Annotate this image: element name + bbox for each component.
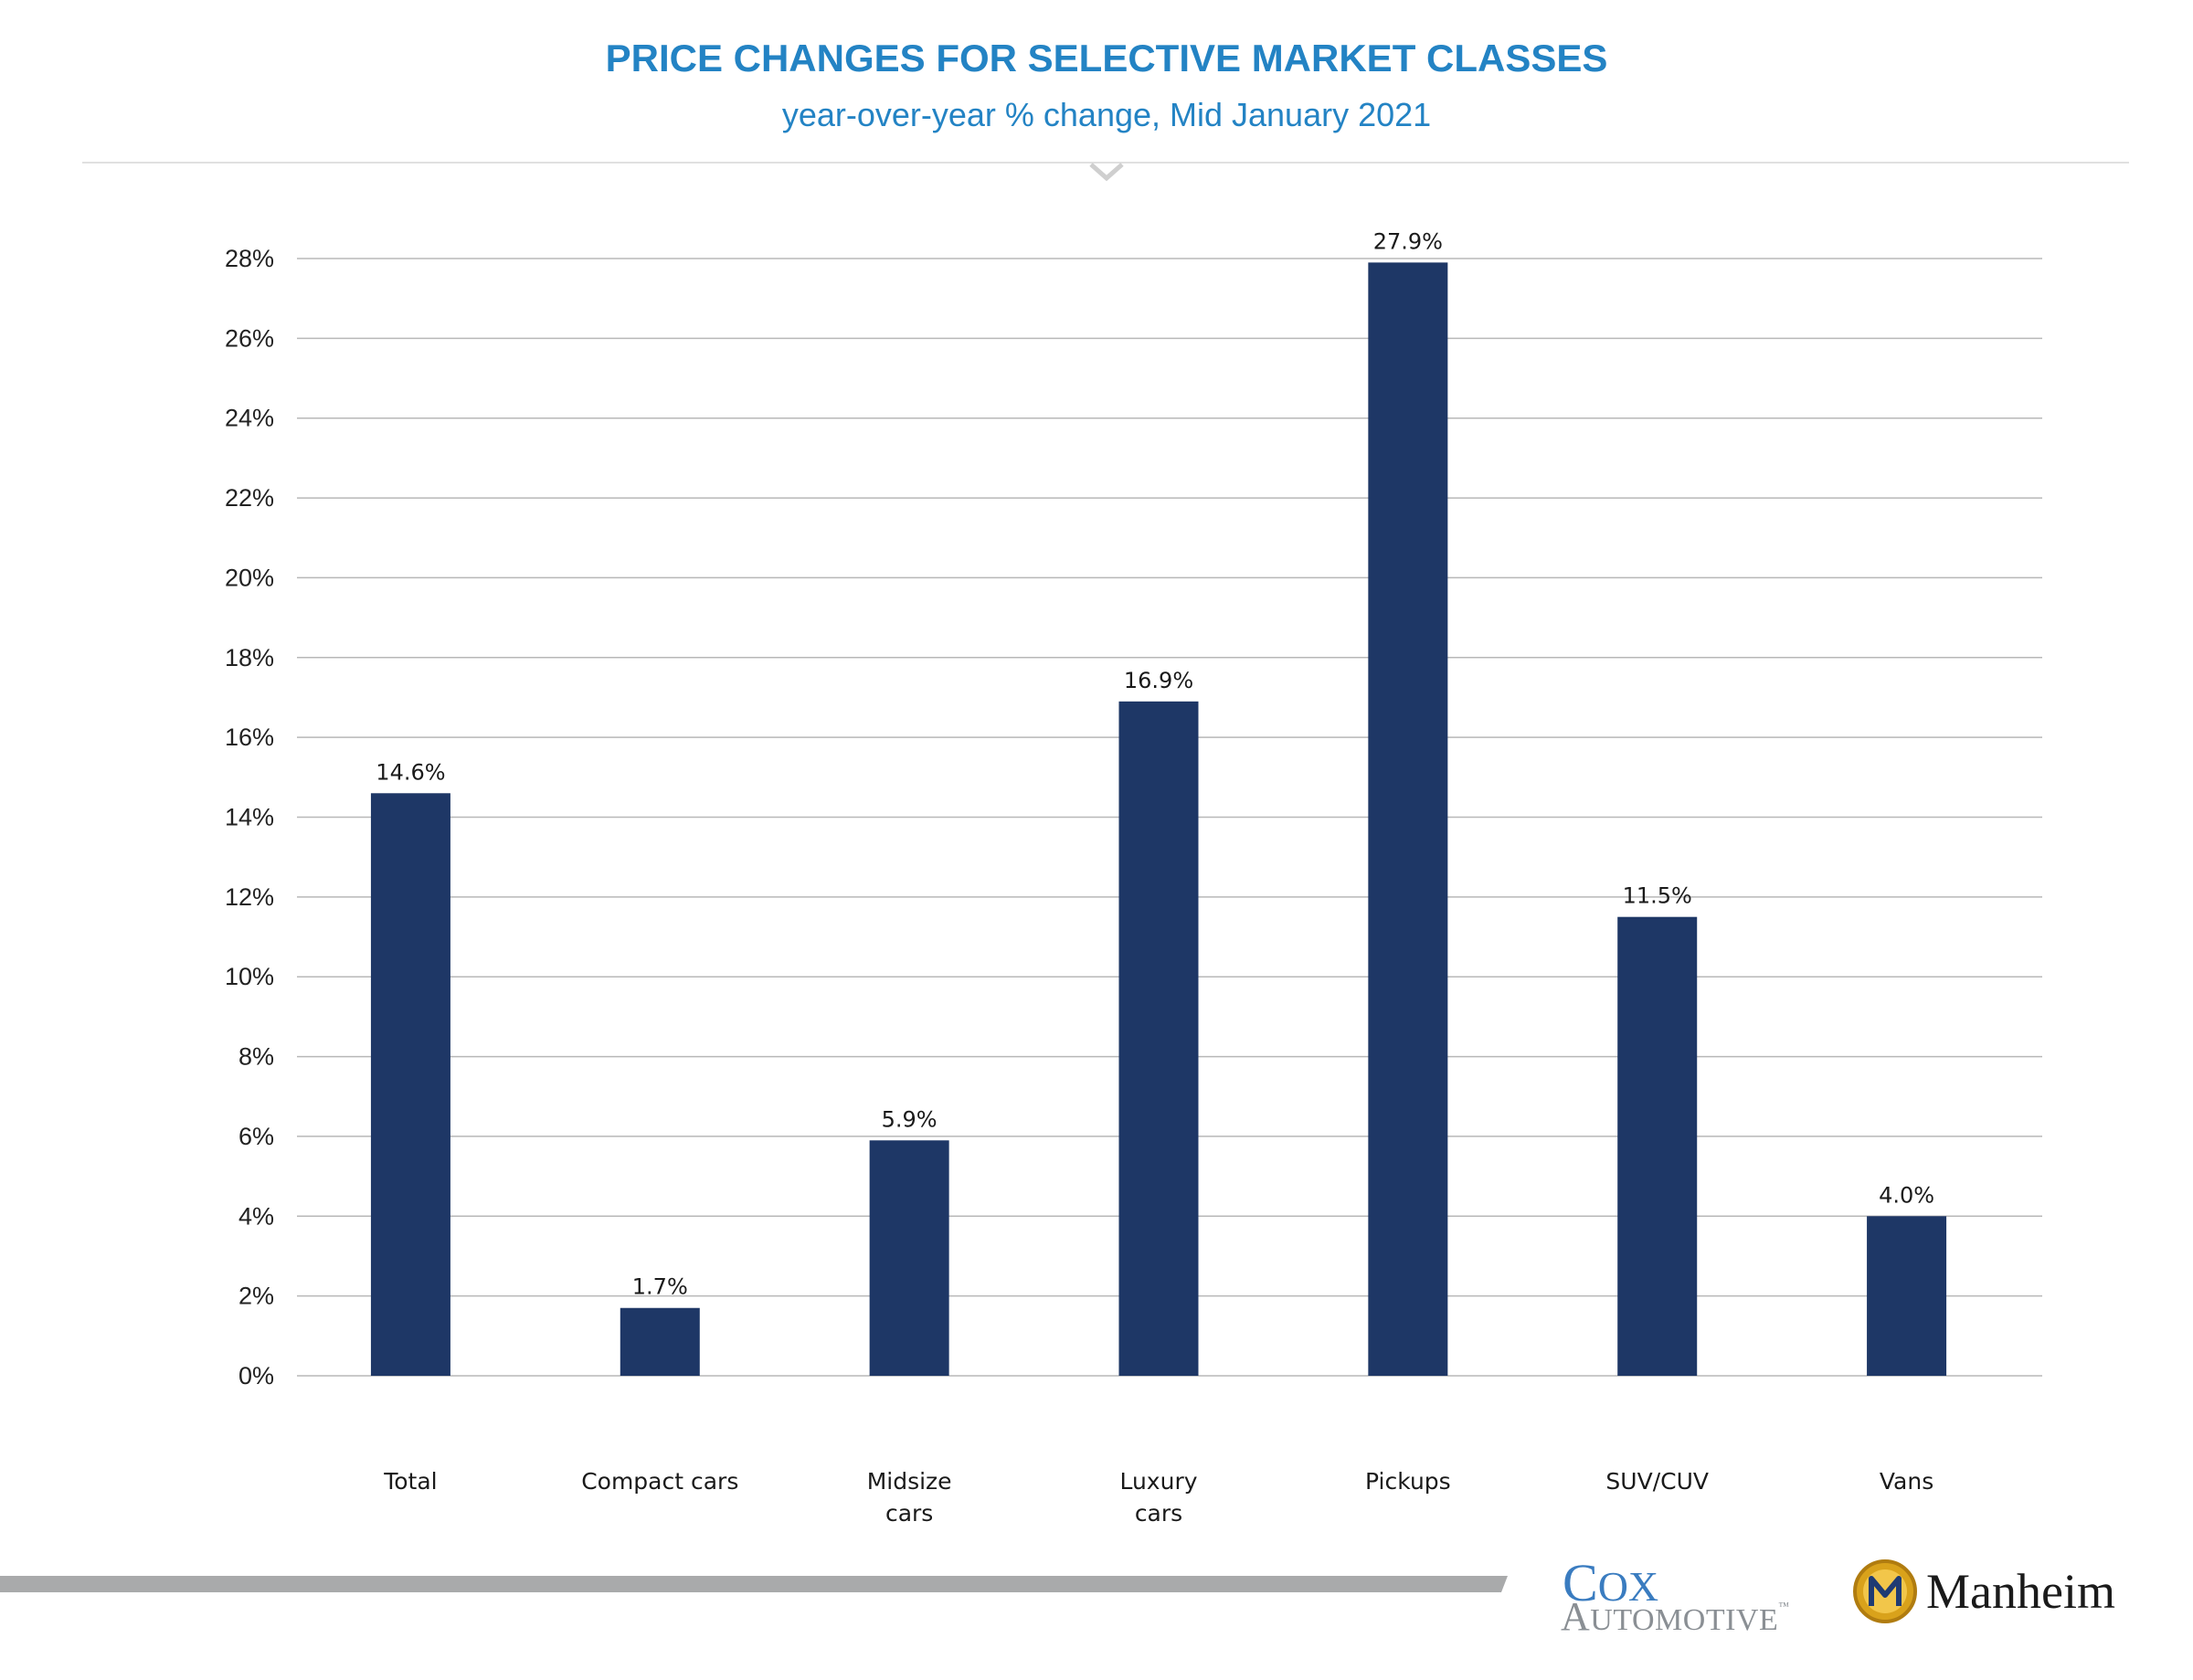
y-tick-label: 6% bbox=[238, 1123, 274, 1150]
bars bbox=[370, 262, 1947, 1376]
x-tick-label: Vans bbox=[1880, 1468, 1933, 1495]
y-tick-label: 16% bbox=[225, 724, 274, 751]
x-tick-label: Compact cars bbox=[581, 1468, 738, 1495]
data-label: 14.6% bbox=[376, 759, 445, 785]
cox-logo-initial: C bbox=[1563, 1553, 1598, 1612]
bar bbox=[1617, 916, 1698, 1376]
data-label: 11.5% bbox=[1623, 883, 1692, 909]
data-label: 16.9% bbox=[1124, 668, 1193, 693]
header-divider-chevron bbox=[1089, 163, 1124, 182]
x-axis-categories: Total Compact cars Midsize cars Luxury cars Pi… bbox=[383, 1468, 1933, 1527]
footer-bar bbox=[0, 1576, 1508, 1592]
svg-text:COX: COX bbox=[1563, 1553, 1658, 1612]
x-tick-label: Midsize cars bbox=[867, 1468, 952, 1527]
chart-subtitle: year-over-year % change, Mid January 202… bbox=[782, 96, 1431, 133]
y-tick-label: 24% bbox=[225, 405, 274, 432]
y-tick-label: 0% bbox=[238, 1362, 274, 1389]
y-axis-ticks: 0% 2% 4% 6% 8% 10% 12% 14% 16% 18% 20% 22% 24% 26% 28% bbox=[225, 245, 274, 1389]
y-tick-label: 2% bbox=[238, 1283, 274, 1310]
y-tick-label: 14% bbox=[225, 804, 274, 831]
cox-logo-automotive: AUTOMOTIVE™ bbox=[1561, 1594, 1790, 1639]
y-tick-label: 22% bbox=[225, 484, 274, 512]
data-label: 5.9% bbox=[882, 1106, 938, 1132]
data-label: 4.0% bbox=[1879, 1182, 1934, 1208]
y-tick-label: 26% bbox=[225, 324, 274, 352]
x-tick-label: Pickups bbox=[1365, 1468, 1451, 1495]
x-tick-label: Luxury cars bbox=[1119, 1468, 1197, 1527]
cox-logo-rest: OX bbox=[1598, 1563, 1658, 1610]
y-tick-label: 20% bbox=[225, 564, 274, 591]
y-tick-label: 10% bbox=[225, 963, 274, 990]
bar bbox=[370, 793, 450, 1376]
bar bbox=[1368, 262, 1448, 1376]
bar bbox=[620, 1307, 700, 1376]
data-label: 27.9% bbox=[1373, 228, 1443, 254]
chart-title: PRICE CHANGES FOR SELECTIVE MARKET CLASS… bbox=[606, 37, 1608, 79]
y-tick-label: 4% bbox=[238, 1202, 274, 1230]
manheim-wordmark: Manheim bbox=[1926, 1564, 2115, 1619]
bar bbox=[1118, 701, 1199, 1376]
bar bbox=[869, 1140, 949, 1376]
manheim-logo: Manheim bbox=[1853, 1559, 2115, 1623]
x-tick-label: Total bbox=[383, 1468, 437, 1495]
x-tick-label: SUV/CUV bbox=[1605, 1468, 1709, 1495]
y-tick-label: 18% bbox=[225, 644, 274, 671]
data-label: 1.7% bbox=[632, 1274, 688, 1300]
y-tick-label: 12% bbox=[225, 883, 274, 911]
y-tick-label: 8% bbox=[238, 1043, 274, 1071]
y-tick-label: 28% bbox=[225, 245, 274, 272]
bar bbox=[1867, 1216, 1947, 1376]
data-labels: 14.6% 1.7% 5.9% 16.9% 27.9% 11.5% 4.0% bbox=[376, 228, 1934, 1299]
cox-automotive-logo: COX AUTOMOTIVE™ bbox=[1561, 1553, 1790, 1639]
